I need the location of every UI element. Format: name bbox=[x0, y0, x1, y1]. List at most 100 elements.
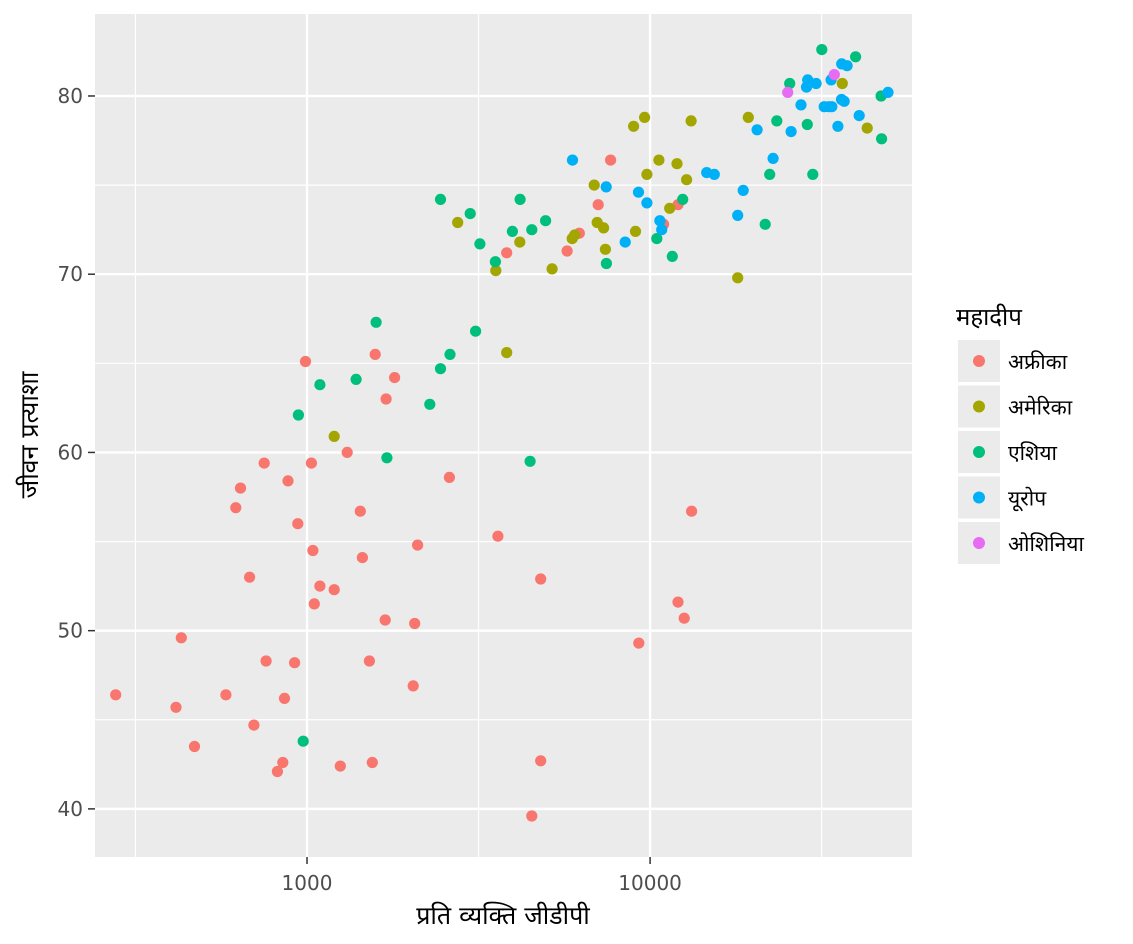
data-point bbox=[828, 69, 840, 81]
data-point bbox=[443, 471, 455, 483]
data-point bbox=[654, 215, 666, 227]
data-point bbox=[434, 193, 447, 205]
data-point bbox=[354, 505, 366, 517]
data-point bbox=[526, 224, 538, 236]
data-point bbox=[678, 612, 690, 624]
data-point bbox=[175, 632, 187, 644]
data-point bbox=[708, 168, 720, 180]
data-point bbox=[369, 348, 381, 360]
data-point bbox=[802, 74, 814, 86]
y-tick-label: 70 bbox=[58, 262, 83, 286]
data-point bbox=[732, 209, 744, 221]
data-point bbox=[782, 86, 794, 98]
data-point bbox=[230, 502, 242, 514]
data-point bbox=[363, 655, 375, 667]
data-point bbox=[632, 186, 645, 198]
legend-label: यूरोप bbox=[1008, 487, 1047, 512]
data-point bbox=[850, 51, 862, 63]
data-point bbox=[328, 584, 340, 596]
legend-label: ओशिनिया bbox=[1008, 532, 1084, 556]
data-point bbox=[641, 168, 653, 180]
data-point bbox=[308, 598, 320, 610]
data-point bbox=[737, 184, 749, 196]
data-point bbox=[526, 810, 538, 822]
data-point bbox=[389, 372, 401, 384]
data-point bbox=[832, 120, 844, 132]
data-point bbox=[328, 430, 340, 442]
legend-key-dot bbox=[973, 537, 985, 549]
y-axis-title: जीवन प्रत्याशा bbox=[15, 371, 44, 498]
data-point bbox=[742, 111, 754, 123]
legend: महादीप अफ्रीका अमेरिका एशिया यूरोप ओशिनिया bbox=[956, 303, 1084, 564]
data-point bbox=[282, 475, 294, 487]
data-point bbox=[810, 77, 822, 90]
data-point bbox=[651, 233, 663, 245]
data-point bbox=[452, 216, 464, 229]
data-point bbox=[514, 236, 526, 248]
data-point bbox=[633, 637, 645, 649]
data-point bbox=[501, 247, 513, 259]
data-point bbox=[444, 348, 456, 360]
data-point bbox=[767, 152, 779, 164]
data-point bbox=[524, 455, 536, 467]
data-point bbox=[639, 111, 651, 123]
data-point bbox=[629, 225, 642, 237]
data-point bbox=[771, 115, 783, 127]
data-point bbox=[816, 44, 828, 56]
data-point bbox=[599, 243, 612, 255]
legend-title: महादीप bbox=[956, 303, 1022, 331]
data-point bbox=[751, 124, 763, 136]
data-point bbox=[492, 530, 504, 542]
y-axis-ticks: 40 50 60 70 80 bbox=[58, 84, 95, 821]
data-point bbox=[248, 719, 260, 731]
data-point bbox=[370, 316, 382, 328]
x-tick-label: 10000 bbox=[618, 871, 682, 895]
data-point bbox=[506, 225, 518, 237]
data-points bbox=[110, 44, 894, 822]
data-point bbox=[671, 158, 683, 170]
data-point bbox=[341, 446, 353, 458]
data-point bbox=[289, 657, 301, 669]
data-point bbox=[838, 95, 850, 107]
data-point bbox=[307, 544, 319, 557]
data-point bbox=[561, 245, 573, 257]
data-point bbox=[464, 208, 476, 220]
data-point bbox=[600, 181, 612, 193]
data-point bbox=[434, 363, 447, 375]
data-point bbox=[470, 325, 482, 337]
data-point bbox=[677, 193, 689, 205]
data-point bbox=[686, 505, 698, 517]
data-point bbox=[489, 256, 501, 268]
data-point bbox=[474, 238, 486, 250]
data-point bbox=[672, 596, 684, 608]
data-point bbox=[853, 110, 865, 122]
data-point bbox=[299, 355, 312, 368]
data-point bbox=[605, 154, 617, 166]
data-point bbox=[234, 482, 247, 494]
data-point bbox=[381, 452, 393, 464]
data-point bbox=[664, 202, 676, 214]
data-point bbox=[841, 60, 853, 72]
data-point bbox=[535, 755, 547, 767]
legend-key-dot bbox=[973, 446, 985, 458]
data-point bbox=[409, 617, 421, 630]
data-point bbox=[292, 409, 304, 421]
x-tick-label: 1000 bbox=[282, 871, 333, 895]
plot-panel bbox=[95, 14, 912, 857]
data-point bbox=[244, 571, 256, 583]
data-point bbox=[600, 257, 613, 270]
data-point bbox=[836, 77, 848, 90]
data-point bbox=[826, 101, 838, 113]
data-point bbox=[220, 689, 232, 701]
data-point bbox=[592, 199, 604, 211]
data-point bbox=[569, 229, 581, 241]
data-point bbox=[380, 393, 392, 405]
legend-keys: अफ्रीका अमेरिका एशिया यूरोप ओशिनिया bbox=[958, 340, 1084, 564]
major-gridlines bbox=[95, 14, 912, 857]
legend-label: एशिया bbox=[1008, 441, 1058, 465]
data-point bbox=[685, 115, 697, 127]
data-point bbox=[628, 120, 640, 132]
data-point bbox=[656, 224, 668, 236]
data-point bbox=[297, 735, 309, 747]
